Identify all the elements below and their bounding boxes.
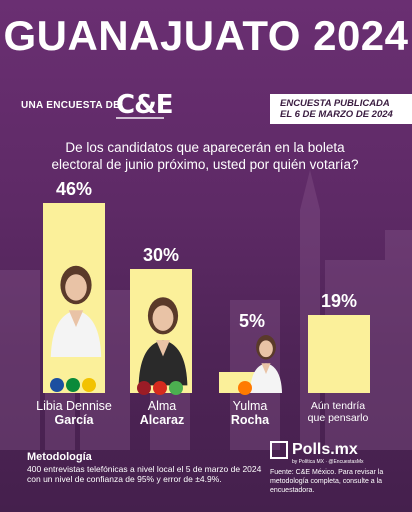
polls-logo-icon — [270, 441, 288, 459]
candidate-last-name-2: Rocha — [230, 413, 270, 427]
candidate-photo-2 — [249, 335, 283, 393]
survey-by-label: UNA ENCUESTA DE: — [21, 100, 124, 111]
published-line-1: EL 6 DE MARZO DE 2024 — [280, 109, 393, 120]
candidate-photo-1 — [138, 297, 188, 386]
candidate-first-name-0: Libia Dennise — [36, 399, 112, 413]
bar-3 — [308, 314, 370, 393]
party-logo-morena — [137, 381, 151, 395]
source-note: Fuente: C&E México. Para revisar la meto… — [270, 469, 384, 494]
undecided-line-1: Aún tendría — [310, 400, 366, 412]
brand-name: Polls.mx — [292, 441, 358, 458]
published-date-box: ENCUESTA PUBLICADA EL 6 DE MARZO DE 2024 — [270, 94, 412, 124]
candidate-photo-0 — [50, 265, 102, 357]
methodology-title: Metodología — [27, 451, 92, 463]
candidate-first-name-1: Alma — [147, 399, 177, 413]
party-logo-pt — [153, 381, 167, 395]
value-label-0: 46% — [55, 179, 93, 199]
party-logos-1 — [137, 381, 183, 395]
methodology-text: 400 entrevistas telefónicas a nivel loca… — [27, 464, 262, 484]
party-logos-2 — [238, 381, 252, 395]
value-label-3: 19% — [320, 290, 358, 311]
party-logo-prd — [82, 378, 96, 392]
party-logo-mc — [238, 381, 252, 395]
page-title: GUANAJUATO 2024 — [3, 12, 409, 59]
party-logos-0 — [50, 378, 96, 392]
pollster-logo-underline — [116, 117, 164, 119]
undecided-label: Aún tendría que pensarlo — [298, 400, 378, 424]
brand-subtitle: by Política MX · @EncuestasMx — [292, 459, 364, 465]
survey-question: De los candidatos que aparecerán en la b… — [51, 140, 359, 172]
pollster-logo: C&E — [116, 90, 174, 120]
value-label-1: 30% — [142, 245, 180, 266]
published-line-0: ENCUESTA PUBLICADA — [280, 98, 390, 109]
party-logo-pan — [50, 378, 64, 392]
value-label-2: 5% — [238, 311, 265, 331]
party-logo-pri — [66, 378, 80, 392]
party-logo-pvem — [169, 381, 183, 395]
candidate-first-name-2: Yulma — [232, 399, 268, 413]
undecided-line-2: que pensarlo — [307, 412, 369, 424]
candidate-last-name-0: García — [54, 413, 94, 427]
candidate-last-name-1: Alcaraz — [139, 413, 185, 427]
